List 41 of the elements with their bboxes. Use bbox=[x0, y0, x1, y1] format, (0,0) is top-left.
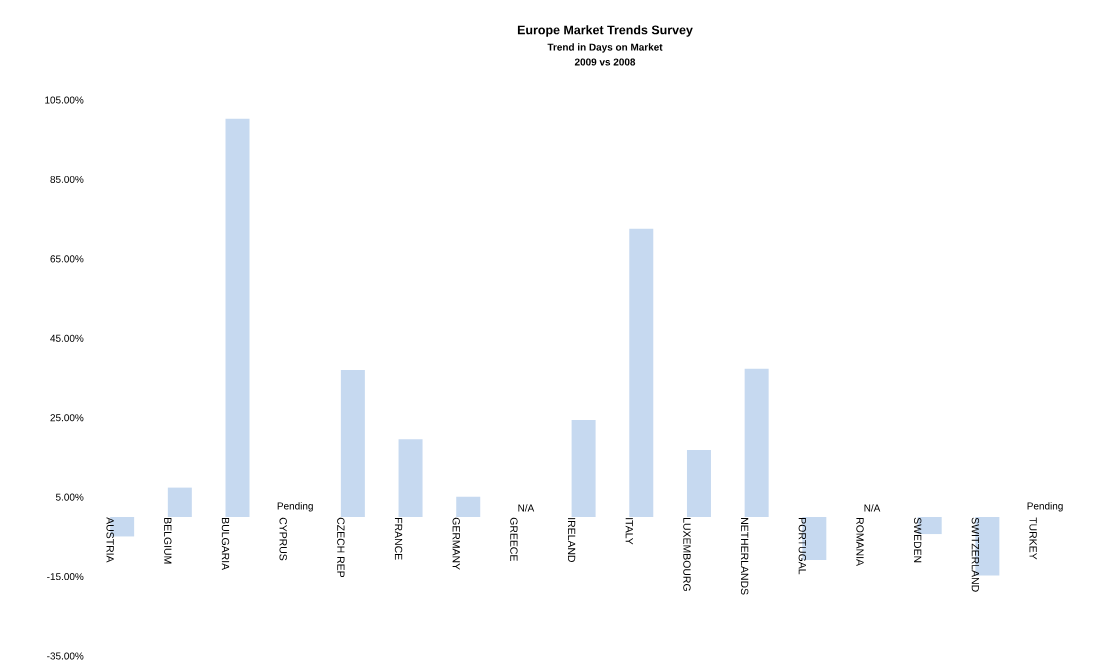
x-tick-label: TURKEY bbox=[1029, 517, 1037, 560]
x-tick-label: PORTUGAL bbox=[798, 518, 807, 575]
x-tick-label: IRELAND bbox=[568, 518, 576, 563]
chart-subtitle: Trend in Days on Market bbox=[547, 43, 663, 53]
bar bbox=[629, 228, 654, 517]
y-tick-label: 45.00% bbox=[50, 334, 84, 342]
annotation: Pending bbox=[277, 502, 313, 512]
x-tick-label: ROMANIA bbox=[856, 518, 864, 566]
bar bbox=[744, 368, 769, 517]
x-tick-label: GERMANY bbox=[452, 517, 460, 570]
x-tick-label: BELGIUM bbox=[164, 518, 172, 564]
bar bbox=[456, 496, 481, 517]
y-tick-label: 105.00% bbox=[45, 96, 84, 104]
bar bbox=[686, 449, 711, 517]
x-tick-label: ITALY bbox=[625, 518, 633, 545]
x-tick-label: AUSTRIA bbox=[106, 517, 114, 563]
y-tick-label: 5.00% bbox=[55, 493, 84, 501]
y-tick-label: -35.00% bbox=[47, 652, 84, 660]
bar bbox=[167, 487, 192, 517]
annotation: N/A bbox=[864, 504, 881, 512]
annotation: N/A bbox=[518, 504, 535, 512]
x-tick-label: CYPRUS bbox=[279, 517, 287, 561]
y-tick-label: -15.00% bbox=[47, 573, 84, 581]
x-tick-label: FRANCE bbox=[394, 518, 403, 560]
x-tick-label: CZECH REP bbox=[337, 517, 345, 578]
bar bbox=[225, 118, 250, 517]
annotation: Pending bbox=[1027, 502, 1063, 512]
bar bbox=[398, 439, 423, 517]
bar bbox=[571, 420, 596, 517]
x-tick-label: SWEDEN bbox=[913, 517, 922, 563]
x-tick-label: NETHERLANDS bbox=[740, 518, 749, 595]
x-tick-label: SWITZERLAND bbox=[971, 517, 980, 592]
x-tick-label: BULGARIA bbox=[221, 518, 230, 571]
x-tick-label: LUXEMBOURG bbox=[683, 518, 691, 591]
x-tick-label: GREECE bbox=[510, 517, 518, 561]
y-tick-label: 25.00% bbox=[50, 414, 84, 422]
y-tick-label: 65.00% bbox=[50, 255, 84, 263]
y-tick-label: 85.00% bbox=[50, 175, 84, 183]
bar bbox=[340, 370, 365, 517]
chart-title: Europe Market Trends Survey bbox=[517, 25, 693, 37]
text: 2009 vs 2008 bbox=[574, 58, 636, 66]
